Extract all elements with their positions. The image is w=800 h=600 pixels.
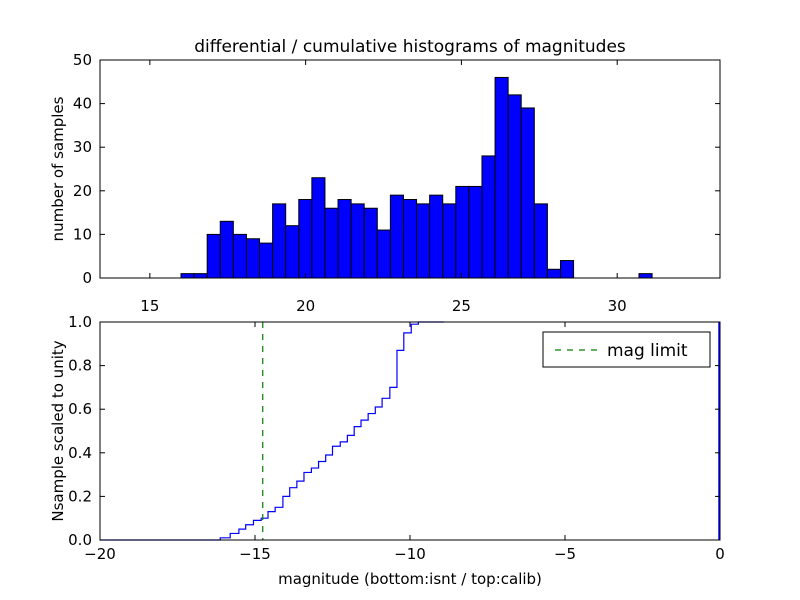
- histogram-bar: [402, 199, 418, 279]
- bottom-y-axis-label: Nsample scaled to unity: [49, 340, 67, 521]
- top-y-tick-label: 50: [73, 51, 92, 69]
- histogram-bar: [363, 207, 378, 279]
- top-y-tick-label: 10: [73, 225, 92, 243]
- histogram-bar: [468, 185, 483, 279]
- histogram-bar: [638, 273, 653, 279]
- legend-label-mag-limit: mag limit: [607, 341, 688, 361]
- bottom-y-axis-ticks: 0.0 0.2 0.4 0.6 0.8 1.0: [68, 313, 720, 549]
- histogram-bar: [245, 238, 261, 279]
- bottom-y-tick-label: 1.0: [68, 313, 92, 331]
- top-y-axis-label: number of samples: [49, 96, 67, 241]
- top-x-tick-label: 20: [296, 297, 315, 315]
- top-plot-frame: [99, 59, 721, 279]
- histogram-bar: [546, 268, 561, 279]
- legend: mag limit: [542, 331, 711, 368]
- histogram-bar: [507, 94, 522, 279]
- top-y-tick-label: 30: [73, 138, 92, 156]
- histogram-bar: [193, 273, 208, 279]
- legend-box: [542, 331, 711, 368]
- bottom-y-tick-label: 0.8: [68, 357, 92, 375]
- histogram-bar: [442, 203, 457, 279]
- histogram-bar: [337, 199, 352, 279]
- histogram-bar: [232, 233, 247, 279]
- histogram-bar: [429, 194, 444, 279]
- top-y-tick-label: 20: [73, 182, 92, 200]
- histogram-bar: [219, 220, 234, 279]
- chart-title: differential / cumulative histograms of …: [194, 37, 626, 57]
- bottom-y-tick-label: 0.4: [68, 444, 92, 462]
- top-x-tick-label: 25: [452, 297, 471, 315]
- bottom-y-tick-label: 0.0: [68, 531, 92, 549]
- histogram-bar: [455, 185, 470, 279]
- cumulative-lines: [100, 321, 720, 541]
- top-x-axis-ticks: 15 20 25 30: [140, 60, 627, 315]
- histogram-bar: [350, 203, 365, 279]
- bottom-x-tick-label: −20: [84, 545, 116, 563]
- bottom-x-tick-label: 0: [715, 545, 725, 563]
- top-y-tick-label: 0: [82, 269, 92, 287]
- histogram-bar: [494, 76, 509, 279]
- bottom-x-tick-label: −15: [239, 545, 271, 563]
- histogram-bar: [533, 203, 548, 279]
- top-y-tick-label: 40: [73, 95, 92, 113]
- top-histogram-plot: 0 10 20 30 40 50 15 20 25 30 number of samples: [49, 51, 721, 315]
- histogram-bar: [376, 229, 391, 279]
- histogram-bar: [272, 203, 287, 279]
- histogram-bar: [559, 260, 575, 279]
- top-x-tick-label: 30: [608, 297, 627, 315]
- histogram-bar: [311, 177, 326, 279]
- histogram-bar: [520, 107, 535, 279]
- bottom-x-axis-label: magnitude (bottom:isnt / top:calib): [278, 570, 542, 588]
- histogram-bar: [389, 194, 404, 279]
- cumulative-step-line: [100, 321, 445, 541]
- histogram-bar: [285, 225, 300, 279]
- bottom-x-axis-ticks: −20 −15 −10 −5 0: [84, 322, 725, 563]
- histogram-bar: [481, 155, 496, 279]
- histogram-bar: [180, 273, 195, 279]
- bottom-x-tick-label: −10: [394, 545, 426, 563]
- bottom-cumulative-plot: 0.0 0.2 0.4 0.6 0.8 1.0 −20 −15 −10 −5 0 Nsample …: [49, 313, 725, 588]
- bottom-x-tick-label: −5: [554, 545, 576, 563]
- bottom-y-tick-label: 0.6: [68, 400, 92, 418]
- bottom-y-tick-label: 0.2: [68, 487, 92, 505]
- histogram-bar: [324, 207, 339, 279]
- histogram-bar: [206, 233, 221, 279]
- histogram-bar: [259, 242, 274, 279]
- histogram-bars: [180, 76, 653, 279]
- histogram-bar: [298, 199, 313, 279]
- bottom-plot-frame: [99, 321, 721, 541]
- top-y-axis-ticks: 0 10 20 30 40 50: [73, 51, 720, 287]
- top-x-tick-label: 15: [140, 297, 159, 315]
- histogram-bar: [416, 203, 431, 279]
